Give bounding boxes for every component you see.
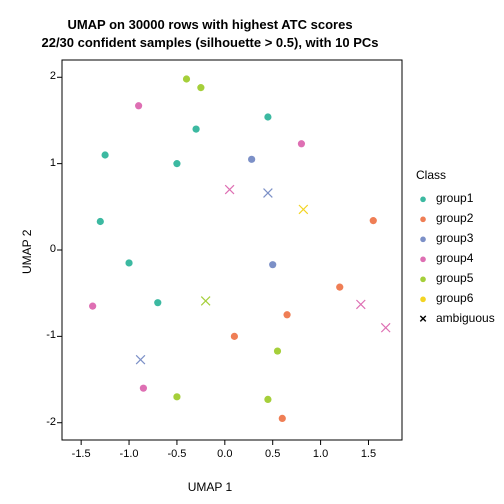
- legend-label: group1: [430, 191, 473, 205]
- legend-label: ambiguous: [430, 311, 495, 325]
- dot-icon: ●: [416, 232, 430, 245]
- legend-item-group1: ●group1: [416, 188, 473, 208]
- x-tick-label: -0.5: [162, 448, 192, 460]
- legend-item-group3: ●group3: [416, 228, 473, 248]
- legend-item-group4: ●group4: [416, 248, 473, 268]
- y-tick-label: 0: [34, 243, 56, 255]
- dot-icon: ●: [416, 192, 430, 205]
- x-tick-label: 1.0: [306, 448, 336, 460]
- legend-item-group2: ●group2: [416, 208, 473, 228]
- legend-title: Class: [416, 168, 446, 182]
- x-tick-label: 0.5: [258, 448, 288, 460]
- dot-icon: ●: [416, 252, 430, 265]
- legend-label: group2: [430, 211, 473, 225]
- x-tick-label: 1.5: [353, 448, 383, 460]
- x-tick-label: 0.0: [210, 448, 240, 460]
- dot-icon: ●: [416, 212, 430, 225]
- y-tick-label: -1: [34, 329, 56, 341]
- x-tick-label: -1.0: [114, 448, 144, 460]
- legend-label: group4: [430, 251, 473, 265]
- dot-icon: ●: [416, 272, 430, 285]
- legend-label: group5: [430, 271, 473, 285]
- legend-item-ambiguous: ×ambiguous: [416, 308, 495, 328]
- umap-scatter-chart: UMAP on 30000 rows with highest ATC scor…: [0, 0, 504, 504]
- legend-item-group6: ●group6: [416, 288, 473, 308]
- x-axis-label: UMAP 1: [0, 480, 420, 494]
- legend-label: group6: [430, 291, 473, 305]
- legend-item-group5: ●group5: [416, 268, 473, 288]
- legend-label: group3: [430, 231, 473, 245]
- dot-icon: ●: [416, 292, 430, 305]
- y-tick-label: 1: [34, 157, 56, 169]
- y-tick-label: -2: [34, 416, 56, 428]
- y-axis-label: UMAP 2: [20, 230, 34, 274]
- x-marker-icon: ×: [416, 312, 430, 325]
- y-tick-label: 2: [34, 70, 56, 82]
- x-tick-label: -1.5: [66, 448, 96, 460]
